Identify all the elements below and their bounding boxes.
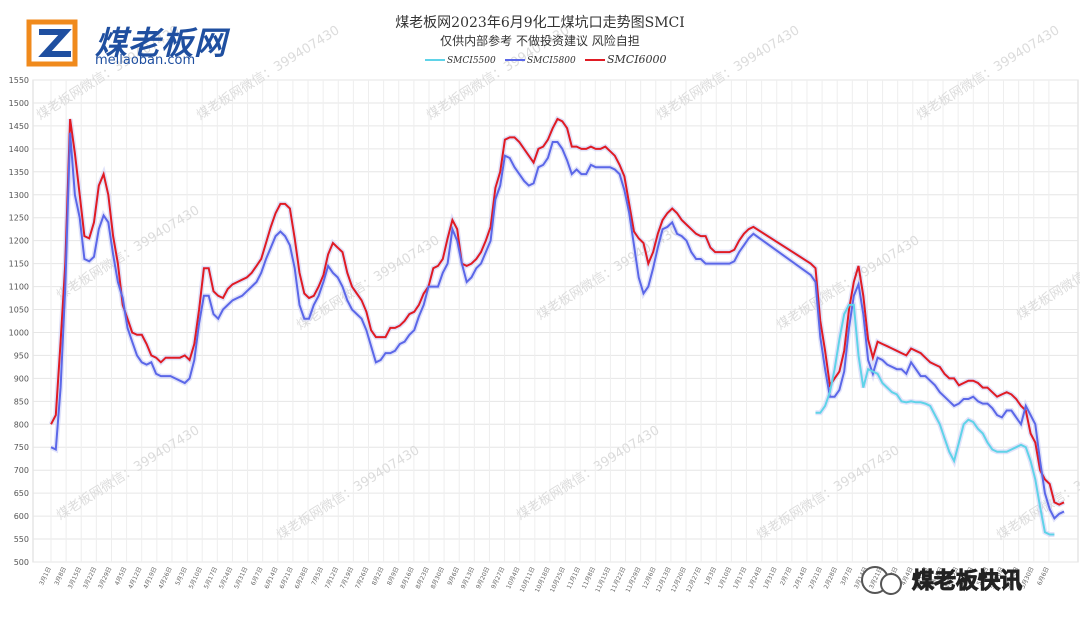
logo-icon (26, 19, 78, 67)
x-tick-label: 11月29日 (625, 566, 643, 594)
series-line-smci5800 (50, 132, 1065, 521)
x-tick-label: 3月1日 (38, 566, 53, 587)
x-tick-label: 3月29日 (97, 566, 113, 590)
x-tick-label: 6月21日 (278, 566, 294, 590)
x-tick-label: 3月7日 (839, 566, 854, 587)
y-tick-label: 550 (14, 535, 29, 544)
x-tick-label: 11月8日 (581, 566, 597, 590)
y-tick-label: 650 (14, 489, 29, 498)
wechat-badge: 煤老板快讯 (911, 569, 1023, 595)
x-tick-label: 4月19日 (142, 566, 158, 590)
y-tick-label: 1250 (9, 214, 29, 223)
y-tick-label: 1450 (9, 122, 29, 131)
series-line-smci6000 (50, 117, 1065, 506)
y-tick-label: 800 (14, 420, 29, 429)
legend-label: SMCI5500 (447, 56, 496, 66)
x-tick-label: 6月7日 (250, 566, 265, 587)
x-tick-label: 3月15日 (67, 566, 83, 590)
x-tick-label: 2月7日 (779, 566, 794, 587)
y-tick-label: 700 (14, 466, 29, 475)
y-tick-label: 850 (14, 397, 29, 406)
x-tick-label: 5月10日 (188, 566, 204, 590)
x-tick-label: 2月14日 (793, 566, 809, 590)
y-tick-label: 1300 (9, 191, 29, 200)
x-tick-label: 9月13日 (460, 566, 476, 590)
x-tick-label: 12月6日 (641, 566, 657, 590)
wechat-icon (861, 566, 902, 595)
x-tick-label: 5月17日 (203, 566, 219, 590)
x-tick-label: 8月23日 (415, 566, 431, 590)
x-tick-label: 1月10日 (717, 566, 733, 590)
x-tick-label: 1月17日 (732, 566, 748, 590)
x-tick-label: 6月28日 (294, 566, 310, 590)
x-tick-label: 8月2日 (371, 566, 386, 587)
series-line-smci5500 (815, 303, 1055, 536)
plot-area (32, 79, 1079, 563)
x-tick-label: 1月24日 (747, 566, 763, 590)
y-tick-label: 1100 (9, 283, 29, 292)
grid (33, 79, 1078, 563)
legend-label: SMCI6000 (607, 53, 667, 66)
y-tick-label: 1350 (9, 168, 29, 177)
x-tick-label: 11月1日 (566, 566, 582, 590)
y-tick-label: 1050 (9, 306, 29, 315)
x-tick-label: 2月21日 (808, 566, 824, 590)
x-tick-label: 3月22日 (82, 566, 98, 590)
x-tick-label: 7月12日 (324, 566, 340, 590)
y-tick-label: 900 (14, 374, 29, 383)
x-tick-label: 4月12日 (127, 566, 143, 590)
x-tick-label: 5月31日 (233, 566, 249, 590)
x-tick-label: 3月8日 (53, 566, 68, 587)
y-tick-label: 1150 (9, 260, 29, 269)
x-tick-label: 9月20日 (475, 566, 491, 590)
x-tick-label: 4月5日 (114, 566, 129, 587)
brand-logo (25, 18, 255, 73)
y-tick-label: 1500 (9, 99, 29, 108)
x-tick-label: 5月3日 (174, 566, 189, 587)
y-tick-label: 500 (14, 558, 29, 567)
x-tick-label: 8月16日 (399, 566, 415, 590)
legend: SMCI5500 SMCI5800 SMCI6000 (425, 53, 667, 66)
x-tick-label: 12月27日 (685, 566, 703, 594)
x-tick-label: 1月3日 (703, 566, 718, 587)
y-tick-label: 950 (14, 351, 29, 360)
y-axis: 500 550 600 650 700 750 800 850 900 950 1000 1050 11… (9, 76, 29, 567)
y-tick-label: 600 (14, 512, 29, 521)
x-tick-label: 9月27日 (490, 566, 506, 590)
x-tick-label: 8月9日 (386, 566, 401, 587)
x-tick-label: 8月30日 (430, 566, 446, 590)
y-tick-label: 1400 (9, 145, 29, 154)
x-tick-label: 4月26日 (158, 566, 174, 590)
chart-subtitle: 仅供内部参考 不做投资建议 风险自担 (440, 33, 640, 48)
x-tick-label: 7月19日 (339, 566, 355, 590)
x-tick-label: 5月24日 (218, 566, 234, 590)
x-tick-label: 1月31日 (762, 566, 778, 590)
series-lines (48, 115, 1066, 537)
y-tick-label: 1550 (9, 76, 29, 85)
brand-url: meilaoban.com (95, 53, 196, 68)
y-tick-label: 1200 (9, 237, 29, 246)
x-tick-label: 7月26日 (354, 566, 370, 590)
x-tick-label: 6月14日 (263, 566, 279, 590)
legend-label: SMCI5800 (527, 56, 576, 66)
x-tick-label: 9月6日 (446, 566, 461, 587)
x-tick-label: 10月25日 (549, 566, 567, 594)
y-tick-label: 750 (14, 443, 29, 452)
brand-name: 煤老板网 (95, 24, 228, 62)
x-tick-label: 7月5日 (310, 566, 325, 587)
y-tick-label: 1000 (9, 328, 29, 337)
chart-title: 煤老板网2023年6月9化工煤坑口走势图SMCI (395, 15, 685, 31)
x-tick-label: 2月28日 (823, 566, 839, 590)
x-tick-label: 10月4日 (505, 566, 521, 590)
